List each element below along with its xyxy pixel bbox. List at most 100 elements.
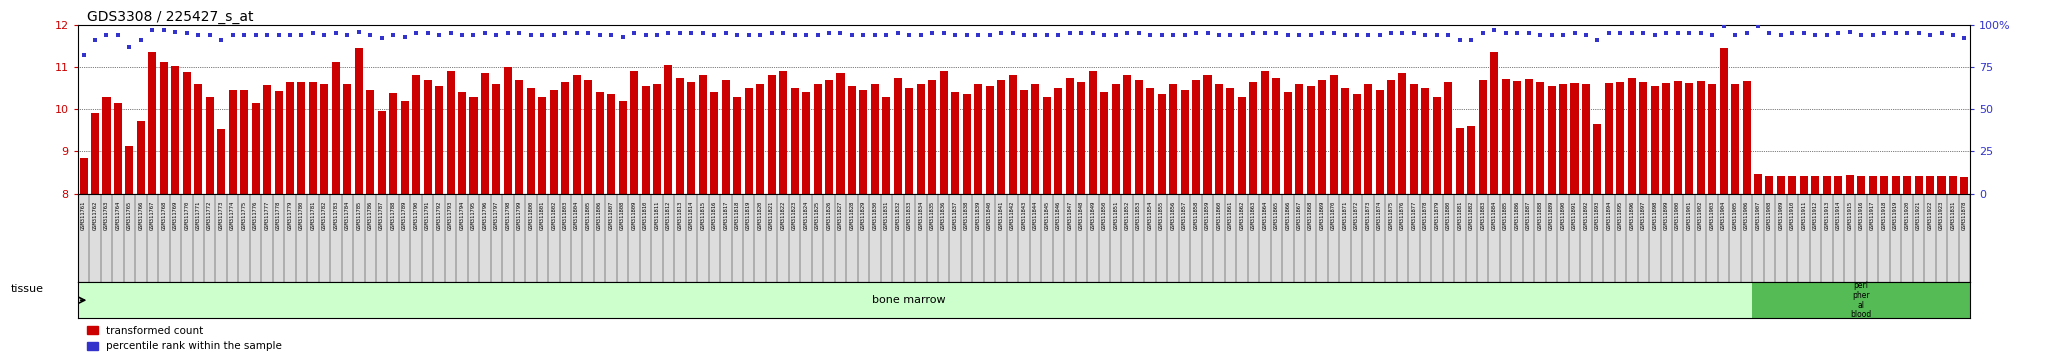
Point: [641, 32, 674, 38]
Bar: [1731, 84, 1739, 194]
Bar: [1272, 78, 1280, 194]
Bar: [1227, 88, 1235, 194]
Text: GSM311915: GSM311915: [1847, 201, 1851, 230]
Bar: [1214, 84, 1223, 194]
Bar: [596, 92, 604, 194]
Text: GSM311909: GSM311909: [1778, 201, 1784, 230]
Bar: [481, 73, 489, 194]
Point: [1317, 30, 1350, 36]
Bar: [836, 73, 844, 194]
Point: [1225, 32, 1257, 38]
Bar: [160, 62, 168, 194]
Point: [1100, 32, 1133, 38]
Bar: [434, 86, 442, 194]
Bar: [893, 78, 901, 194]
Text: GSM311872: GSM311872: [1354, 201, 1360, 230]
Bar: [1169, 84, 1178, 194]
Bar: [1835, 176, 1843, 194]
Text: GSM311841: GSM311841: [999, 201, 1004, 230]
Point: [905, 32, 938, 38]
Point: [676, 30, 709, 36]
Text: GSM311892: GSM311892: [1583, 201, 1589, 230]
Bar: [125, 146, 133, 194]
Text: GSM311885: GSM311885: [1503, 201, 1507, 230]
Point: [1511, 30, 1544, 36]
Point: [1249, 30, 1282, 36]
Bar: [653, 84, 662, 194]
Point: [446, 32, 479, 38]
Point: [193, 32, 225, 38]
Text: GSM311861: GSM311861: [1229, 201, 1233, 230]
Bar: [1032, 84, 1040, 194]
Point: [1798, 32, 1831, 38]
Text: GSM311816: GSM311816: [713, 201, 717, 230]
Point: [1135, 32, 1167, 38]
Text: GSM311916: GSM311916: [1860, 201, 1864, 230]
Point: [457, 32, 489, 38]
Point: [1339, 32, 1372, 38]
Text: GSM311833: GSM311833: [907, 201, 911, 230]
Point: [584, 32, 616, 38]
Point: [1214, 32, 1247, 38]
Text: GSM311920: GSM311920: [1905, 201, 1909, 230]
Text: GSM311903: GSM311903: [1710, 201, 1714, 230]
Bar: [641, 86, 649, 194]
Point: [1065, 30, 1098, 36]
Point: [1053, 30, 1085, 36]
Point: [479, 32, 512, 38]
Text: GSM311838: GSM311838: [965, 201, 969, 230]
Point: [594, 32, 627, 38]
Text: GSM311900: GSM311900: [1675, 201, 1679, 230]
Bar: [205, 97, 213, 194]
Point: [1409, 32, 1442, 38]
Point: [1845, 32, 1878, 38]
Point: [801, 32, 834, 38]
Text: GSM311793: GSM311793: [449, 201, 453, 230]
Bar: [870, 84, 879, 194]
Bar: [147, 52, 156, 194]
Point: [1810, 32, 1843, 38]
Text: GSM311798: GSM311798: [506, 201, 510, 230]
Text: GSM311918: GSM311918: [1882, 201, 1886, 230]
Bar: [1651, 86, 1659, 194]
Text: GSM311854: GSM311854: [1147, 201, 1153, 230]
Bar: [1065, 78, 1073, 194]
Text: GSM311860: GSM311860: [1217, 201, 1221, 230]
Text: GSM311896: GSM311896: [1630, 201, 1634, 230]
Text: GSM311790: GSM311790: [414, 201, 418, 230]
Bar: [1663, 83, 1671, 194]
Text: GSM311818: GSM311818: [735, 201, 739, 230]
Point: [389, 34, 422, 39]
Text: GSM311767: GSM311767: [150, 201, 156, 230]
Point: [1604, 30, 1636, 36]
Point: [1157, 32, 1190, 38]
Bar: [813, 84, 821, 194]
Text: GSM311801: GSM311801: [541, 201, 545, 230]
Bar: [252, 103, 260, 194]
Point: [422, 32, 455, 38]
Bar: [1386, 80, 1395, 194]
Text: GSM311778: GSM311778: [276, 201, 281, 230]
Bar: [504, 67, 512, 194]
Text: GSM311864: GSM311864: [1262, 201, 1268, 230]
Bar: [791, 88, 799, 194]
Bar: [90, 113, 98, 194]
Point: [1765, 32, 1798, 38]
Bar: [240, 90, 248, 194]
Bar: [1479, 80, 1487, 194]
Text: GSM311889: GSM311889: [1548, 201, 1554, 230]
Bar: [1559, 84, 1567, 194]
Point: [1948, 35, 1980, 41]
Bar: [721, 80, 729, 194]
Bar: [1284, 92, 1292, 194]
Bar: [80, 158, 88, 194]
Text: GSM311856: GSM311856: [1171, 201, 1176, 230]
Point: [995, 30, 1028, 36]
Bar: [102, 97, 111, 194]
Point: [1489, 30, 1522, 36]
Bar: [676, 78, 684, 194]
Point: [549, 30, 582, 36]
Point: [1626, 30, 1659, 36]
Point: [1087, 32, 1120, 38]
Bar: [1020, 90, 1028, 194]
